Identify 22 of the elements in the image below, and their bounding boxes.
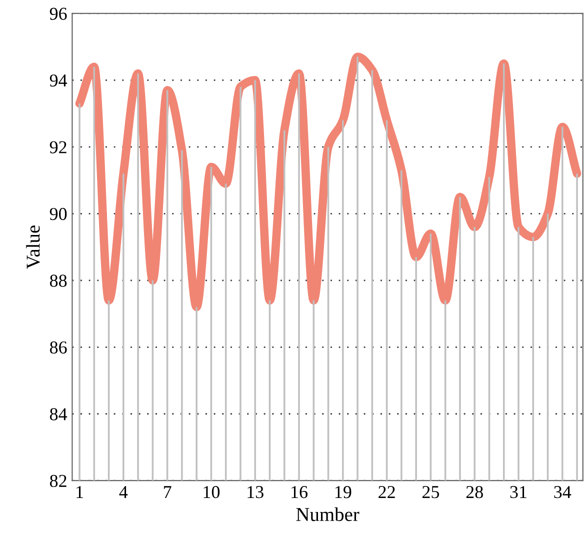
x-tick-label: 13 — [248, 486, 264, 498]
x-tick-label: 28 — [466, 486, 483, 498]
y-tick-label: 88 — [50, 274, 67, 287]
y-tick-label: 90 — [50, 208, 67, 220]
x-tick-label: 1 — [76, 486, 83, 498]
y-tick-label: 96 — [50, 8, 67, 20]
x-tick-label: 10 — [204, 486, 220, 498]
y-tick-label: 94 — [50, 74, 68, 87]
x-tick-label: 25 — [422, 486, 440, 498]
x-tick-label: 7 — [164, 486, 172, 498]
x-tick-label: 31 — [510, 486, 526, 498]
y-tick-label: 84 — [50, 408, 68, 420]
x-tick-label: 19 — [335, 486, 352, 498]
x-tick-label: 16 — [292, 486, 308, 498]
y-tick-label: 86 — [50, 341, 67, 354]
y-tick-label: 82 — [50, 474, 66, 488]
y-tick-label: 92 — [50, 141, 66, 154]
x-axis-title: Number — [296, 507, 360, 522]
x-tick-label: 22 — [378, 486, 395, 498]
x-tick-label: 34 — [554, 486, 572, 498]
x-tick-label: 4 — [119, 486, 128, 498]
y-axis-title: Value — [26, 226, 40, 269]
